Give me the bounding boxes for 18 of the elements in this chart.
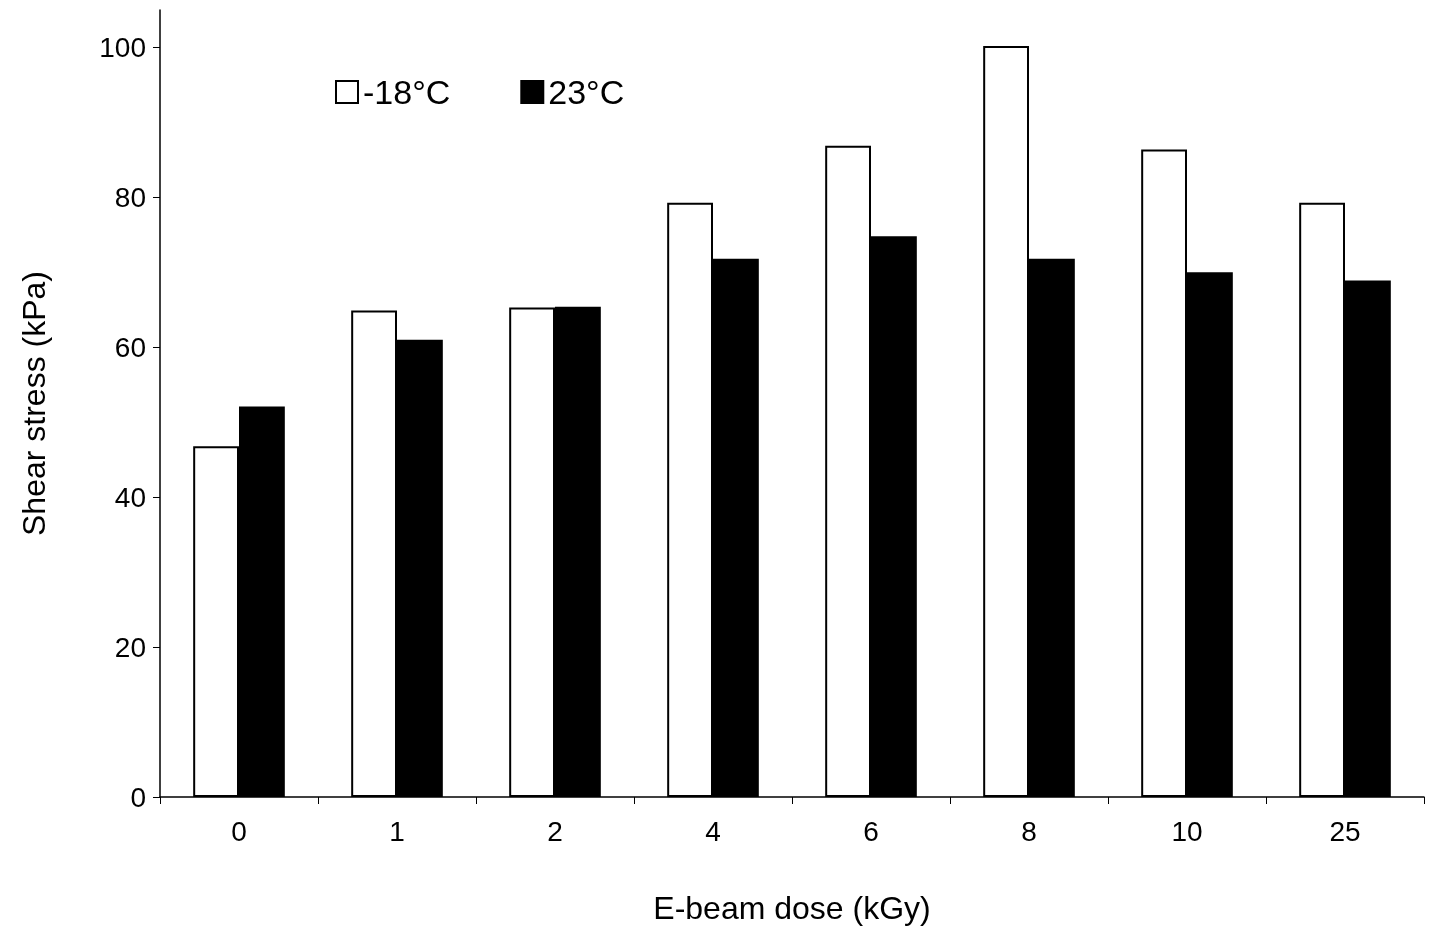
y-tick-label: 80 <box>114 181 146 213</box>
x-tick-label: 25 <box>1329 815 1361 847</box>
legend-label: 23°C <box>548 73 625 111</box>
y-tick-label: 100 <box>99 31 146 63</box>
x-tick-label: 4 <box>705 815 721 847</box>
x-tick-label: 2 <box>547 815 563 847</box>
y-axis-title: Shear stress (kPa) <box>16 271 52 536</box>
x-tick-label: 6 <box>863 815 879 847</box>
x-tick-label: 0 <box>231 815 247 847</box>
x-axis-title: E-beam dose (kGy) <box>653 890 931 926</box>
x-tick-label: 1 <box>389 815 405 847</box>
y-tick-label: 0 <box>130 781 146 813</box>
y-tick-label: 20 <box>114 631 146 663</box>
legend-label: -18°C <box>363 73 451 111</box>
x-tick-label: 8 <box>1021 815 1037 847</box>
y-tick-label: 60 <box>114 331 146 363</box>
y-tick-label: 40 <box>114 481 146 513</box>
x-tick-label: 10 <box>1171 815 1203 847</box>
